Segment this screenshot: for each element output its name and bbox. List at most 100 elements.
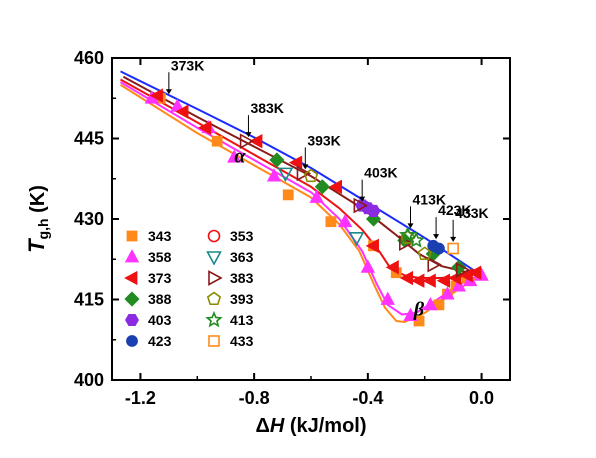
legend-marker-353: [207, 229, 221, 243]
legend-entry-353: 353: [207, 228, 254, 244]
point-388-shape: [451, 259, 467, 275]
legend-entry-363: 363: [206, 249, 254, 266]
annotation-arrowhead: [245, 132, 252, 138]
annotation-label: 383K: [250, 100, 283, 116]
legend-marker-433: [208, 335, 220, 347]
point-388: [269, 152, 285, 168]
point-358-shape: [309, 189, 324, 203]
point-358: [360, 259, 376, 273]
point-413-shape: [399, 226, 417, 243]
series-413: [399, 226, 425, 248]
legend-marker-343: [126, 230, 138, 242]
point-393: [417, 246, 432, 260]
point-383-shape: [239, 133, 255, 150]
y-tick-label: 460: [74, 48, 104, 68]
point-343-shape: [211, 135, 223, 147]
y-axis-label: Tg,h (K): [24, 185, 51, 253]
legend-entry-393: 393: [206, 291, 254, 307]
legend-entry-413: 413: [205, 310, 254, 328]
legend-label: 433: [230, 333, 254, 349]
point-358: [451, 278, 467, 292]
point-373: [448, 270, 462, 286]
point-373-shape: [149, 88, 163, 103]
point-373: [468, 265, 482, 280]
point-373-shape: [448, 270, 462, 286]
point-373: [175, 104, 189, 119]
point-373-shape: [249, 134, 263, 149]
legend-marker-383: [208, 270, 223, 286]
legend-marker-388-shape: [124, 291, 140, 307]
point-373: [365, 238, 379, 254]
annotation-433K: 433K: [450, 205, 489, 242]
legend-marker-403-shape: [125, 313, 139, 327]
annotation-arrowhead: [450, 236, 457, 242]
point-373: [149, 88, 163, 103]
annotation-383K: 383K: [245, 100, 284, 138]
annotation-label: 403K: [364, 165, 397, 181]
legend-label: 363: [230, 249, 254, 265]
series-363: [277, 167, 365, 247]
annotation-423K: 423K: [433, 202, 472, 240]
region-label: α: [234, 146, 246, 168]
legend-marker-413-shape: [205, 310, 223, 328]
annotation-arrowhead: [359, 196, 366, 202]
legend-marker-363: [206, 251, 222, 266]
point-383: [239, 133, 255, 150]
legend-marker-373: [124, 270, 138, 286]
point-358: [423, 297, 438, 311]
point-383-shape: [427, 256, 442, 273]
point-373-shape: [436, 273, 451, 288]
point-358-shape: [337, 213, 353, 228]
point-413-shape: [407, 231, 425, 248]
point-358-shape: [380, 291, 395, 305]
y-tick-label: 415: [74, 290, 104, 310]
annotation-373K: 373K: [165, 57, 204, 95]
point-423-shape: [433, 242, 445, 255]
series-423: [427, 239, 445, 255]
point-388: [314, 179, 330, 195]
point-373-shape: [197, 120, 212, 135]
point-343-shape: [282, 189, 294, 201]
point-343: [325, 216, 337, 228]
point-363-shape: [277, 167, 294, 183]
point-388: [451, 259, 467, 275]
point-373-shape: [422, 273, 436, 288]
x-tick-label: 0.0: [469, 388, 494, 408]
point-358: [309, 189, 324, 203]
point-358-shape: [423, 297, 438, 311]
legend-entry-423: 423: [126, 333, 172, 349]
point-363-shape: [348, 231, 365, 247]
point-358: [403, 307, 418, 322]
legend-label: 423: [148, 333, 172, 349]
series-433: [447, 242, 459, 255]
annotation-label: 393K: [307, 132, 340, 148]
legend-entry-343: 343: [126, 228, 172, 244]
point-373: [249, 134, 263, 149]
point-373: [422, 273, 436, 288]
point-358: [227, 149, 242, 163]
legend-label: 353: [230, 228, 254, 244]
point-373: [399, 270, 414, 286]
legend-marker-343-shape: [126, 230, 138, 242]
annotation-arrowhead: [433, 234, 440, 240]
x-axis-label: ΔH (kJ/mol): [255, 415, 366, 437]
legend-marker-393: [206, 291, 222, 306]
legend-label: 373: [148, 270, 172, 286]
point-413: [407, 231, 425, 248]
point-358-shape: [266, 168, 282, 182]
annotation-403K: 403K: [359, 165, 398, 202]
point-403-shape: [366, 204, 381, 217]
point-393-shape: [303, 168, 319, 183]
axes: -1.2 -0.8 -0.4 0.0 400 415 430 445 460: [74, 48, 510, 408]
legend-entry-383: 383: [208, 270, 254, 286]
point-358: [440, 286, 455, 300]
point-393-shape: [417, 246, 432, 260]
annotation-label: 423K: [438, 202, 471, 218]
point-433: [447, 242, 459, 255]
x-tick-label: -1.2: [125, 388, 156, 408]
point-433-shape: [447, 242, 459, 255]
legend-marker-358-shape: [124, 249, 140, 263]
point-383-shape: [296, 165, 312, 182]
legend-marker-353-shape: [207, 229, 221, 243]
